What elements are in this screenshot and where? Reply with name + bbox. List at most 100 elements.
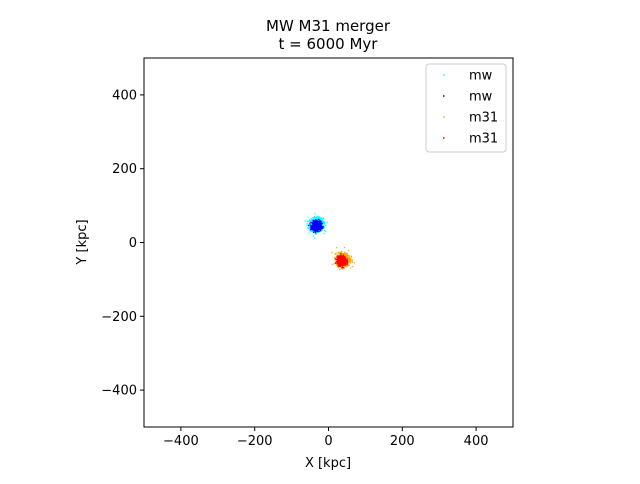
data-point (318, 216, 320, 218)
data-point (318, 230, 320, 232)
data-point (339, 268, 341, 271)
data-point (314, 217, 316, 220)
data-point (324, 229, 326, 231)
data-point (316, 217, 319, 219)
data-point (348, 259, 350, 262)
data-point (337, 266, 339, 268)
data-point (307, 228, 310, 230)
data-point (353, 262, 355, 264)
data-point (339, 252, 341, 255)
data-point (340, 251, 342, 254)
data-point (320, 226, 323, 228)
data-point (323, 220, 325, 223)
data-point (321, 224, 324, 226)
data-point (320, 217, 322, 219)
data-point (339, 264, 341, 266)
data-point (320, 226, 322, 229)
data-point (310, 229, 312, 231)
data-point (311, 227, 314, 229)
data-point (317, 224, 319, 226)
data-point (336, 264, 338, 266)
data-point (319, 220, 321, 222)
data-point (344, 256, 346, 258)
data-point (348, 258, 350, 260)
data-point (338, 256, 340, 259)
data-point (317, 228, 319, 230)
data-point (349, 261, 351, 263)
data-point (316, 225, 318, 227)
x-tick-label: 200 (390, 434, 415, 449)
y-tick-label: 200 (112, 162, 137, 177)
data-point (345, 258, 347, 260)
data-point (316, 220, 318, 222)
data-point (343, 262, 345, 265)
legend-marker (443, 95, 445, 97)
data-point (310, 221, 312, 223)
data-point (308, 227, 310, 229)
data-point (311, 221, 313, 223)
data-point (306, 220, 308, 223)
data-point (338, 255, 341, 257)
legend: mw mw m31 m31 (425, 63, 507, 153)
x-tick-label: 0 (324, 434, 332, 449)
data-point (317, 222, 320, 224)
data-point (320, 220, 322, 223)
data-point (331, 263, 333, 266)
data-point (319, 217, 321, 220)
data-point (338, 265, 340, 267)
data-point (343, 260, 345, 262)
data-point (313, 228, 315, 230)
data-point (312, 221, 314, 223)
data-point (343, 246, 346, 249)
legend-item: m31 (443, 111, 498, 126)
data-point (313, 216, 315, 218)
data-point (339, 253, 341, 256)
data-point (339, 251, 341, 254)
data-point (307, 224, 309, 227)
data-point (314, 226, 316, 228)
data-point (352, 260, 354, 262)
data-point (335, 259, 338, 261)
data-point (314, 220, 316, 222)
data-point (349, 256, 351, 258)
data-point (342, 268, 344, 270)
data-point (312, 219, 315, 221)
data-point (345, 253, 347, 255)
data-point (314, 222, 316, 224)
data-point (341, 262, 343, 265)
data-point (322, 217, 325, 219)
data-point (313, 219, 315, 222)
data-point (346, 253, 349, 255)
data-point (321, 228, 324, 230)
data-point (310, 225, 313, 227)
data-point (337, 254, 339, 256)
data-point (313, 227, 315, 229)
x-tick-label: −200 (237, 434, 273, 449)
data-point (345, 255, 347, 257)
data-point (315, 226, 317, 228)
data-point (318, 218, 320, 221)
data-point (317, 225, 319, 227)
data-point (322, 220, 324, 222)
data-point (345, 258, 347, 260)
data-point (342, 254, 345, 256)
data-point (346, 256, 348, 258)
data-point (349, 262, 351, 264)
data-point (310, 219, 313, 221)
data-point (312, 225, 314, 227)
data-point (344, 252, 346, 254)
legend-box (425, 63, 507, 153)
data-point (331, 251, 333, 254)
data-point (339, 259, 341, 261)
data-point (336, 247, 338, 249)
data-point (318, 223, 320, 225)
data-point (322, 223, 324, 225)
data-point (344, 259, 347, 261)
data-point (341, 266, 344, 268)
data-point (319, 220, 321, 222)
data-point (308, 232, 310, 234)
data-point (342, 256, 344, 258)
data-point (313, 220, 315, 222)
data-point (314, 224, 317, 226)
data-point (340, 261, 342, 264)
